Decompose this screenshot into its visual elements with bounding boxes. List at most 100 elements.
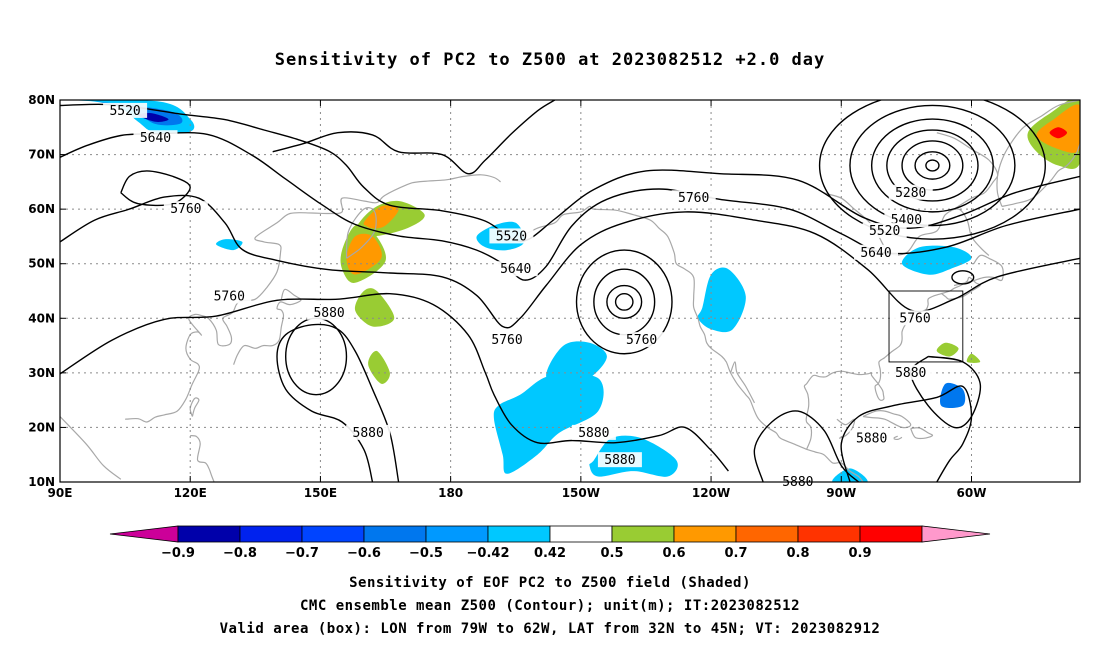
z500-closed-contour (593, 268, 656, 336)
contour-label-bg (207, 288, 252, 304)
contour-label-bg (346, 424, 391, 440)
z500-contour (753, 410, 860, 482)
contour-label: 5760 (626, 333, 657, 348)
z500-closed-contour (849, 104, 1016, 227)
contour-label-bg (485, 332, 530, 348)
y-tick-label: 80N (28, 93, 55, 107)
z500-contour (272, 100, 556, 175)
coastline (953, 254, 1004, 287)
contour-label-bg (597, 452, 642, 468)
colorbar-label: 0.8 (786, 546, 809, 561)
z500-closed-contour (901, 140, 964, 191)
y-tick-label: 10N (28, 475, 55, 489)
z500-contour (276, 323, 400, 482)
colorbar-box (425, 525, 489, 543)
shaded-area (368, 350, 390, 384)
x-tick-label: 180 (438, 486, 463, 500)
contour-label: 5880 (578, 426, 609, 441)
coastline (345, 207, 377, 259)
z500-contour (120, 170, 191, 207)
x-tick-label: 90W (826, 486, 856, 500)
shaded-area (966, 353, 981, 363)
colorbar-label: −0.8 (223, 546, 257, 561)
chart-title: Sensitivity of PC2 to Z500 at 2023082512… (274, 50, 826, 70)
z500-contour (60, 103, 1080, 242)
caption-line-2: CMC ensemble mean Z500 (Contour); unit(m… (299, 598, 800, 614)
contour-label-bg (888, 364, 933, 380)
x-tick-label: 60W (957, 486, 987, 500)
colorbar-high-triangle (921, 525, 991, 543)
caption-line-3: Valid area (box): LON from 79W to 62W, L… (219, 621, 881, 637)
colorbar-box (301, 525, 365, 543)
contour-label: 5760 (491, 333, 522, 348)
z500-closed-contour (614, 293, 634, 311)
contour-label-bg (163, 201, 208, 217)
shaded-area (493, 373, 604, 474)
colorbar-label: 0.9 (848, 546, 871, 561)
contour-label: 5760 (170, 202, 201, 217)
colorbar-box (487, 525, 551, 543)
colorbar-box (363, 525, 427, 543)
x-tick-label: 150W (562, 486, 600, 500)
shaded-area (363, 205, 399, 229)
contour-label-bg (862, 222, 907, 238)
y-tick-label: 40N (28, 311, 55, 325)
z500-closed-contour (951, 270, 975, 285)
coastline (862, 409, 912, 429)
coastline (814, 186, 990, 256)
contour-label: 5880 (895, 366, 926, 381)
coastline (892, 435, 903, 441)
x-tick-label: 120E (174, 486, 207, 500)
valid-area-box-layer (888, 290, 964, 363)
contour-label-bg (619, 332, 664, 348)
contour-label-bg (888, 184, 933, 200)
colorbar-box (611, 525, 675, 543)
contour-label: 5760 (214, 289, 245, 304)
shaded-area (354, 288, 395, 327)
shaded-area (1049, 127, 1067, 139)
x-tick-label: 150E (304, 486, 337, 500)
contour-label-bg (307, 304, 352, 320)
contour-label-bg (103, 102, 148, 118)
coastline (189, 397, 200, 417)
colorbar-box (549, 525, 613, 543)
colorbar-box (735, 525, 799, 543)
contour-label: 5760 (899, 311, 930, 326)
shaded-area (901, 245, 972, 275)
coastline (803, 276, 981, 450)
contour-label-bg (493, 261, 538, 277)
colorbar-label: 0.42 (534, 546, 566, 561)
coastline (1001, 143, 1080, 207)
colorbar-box (239, 525, 303, 543)
coastline (996, 100, 1080, 207)
colorbar-label: −0.42 (467, 546, 510, 561)
contour-label: 5880 (604, 453, 635, 468)
contour-label: 5880 (313, 306, 344, 321)
caption-line-1: Sensitivity of EOF PC2 to Z500 field (Sh… (349, 575, 751, 591)
shaded-area (216, 239, 243, 251)
colorbar-label: −0.9 (161, 546, 195, 561)
y-tick-label: 60N (28, 202, 55, 216)
z500-closed-contour (870, 118, 994, 213)
coastline (836, 418, 856, 439)
colorbar-label: 0.6 (662, 546, 685, 561)
contour-label: 5520 (109, 104, 140, 119)
z500-closed-contour (886, 129, 979, 202)
contour-label: 5280 (895, 186, 926, 201)
y-tick-label: 20N (28, 420, 55, 434)
x-tick-label: 90E (48, 486, 73, 500)
z500-closed-contour (925, 159, 940, 172)
colorbar-label: −0.6 (347, 546, 381, 561)
contour-label: 5880 (856, 431, 887, 446)
colorbar-label: 0.5 (600, 546, 623, 561)
shaded-area (346, 233, 382, 275)
y-tick-label: 50N (28, 257, 55, 271)
y-tick-label: 30N (28, 366, 55, 380)
coastline (125, 174, 501, 423)
shaded-area (940, 382, 966, 408)
colorbar-label: −0.5 (409, 546, 443, 561)
z500-closed-contour (575, 249, 673, 355)
map-frame (59, 99, 1081, 483)
coastline-layer (60, 100, 1080, 482)
